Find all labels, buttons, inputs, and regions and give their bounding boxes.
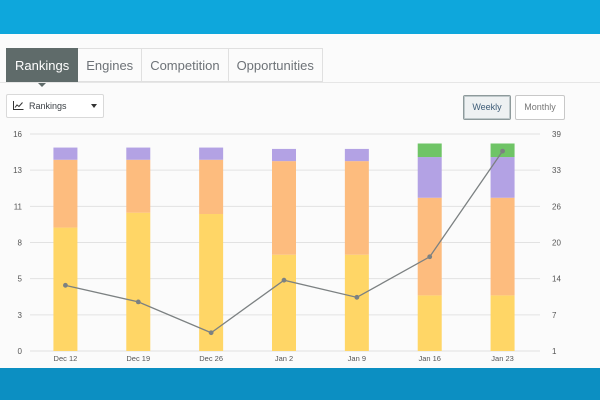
bar-segment (344, 254, 369, 351)
weekly-button[interactable]: Weekly (463, 95, 511, 120)
bar-segment (199, 159, 224, 215)
line-chart-icon (13, 100, 24, 112)
metric-dropdown-label: Rankings (29, 101, 67, 111)
bar-segment (344, 148, 369, 162)
bar-segment (417, 197, 442, 296)
x-axis-tick: Jan 2 (275, 354, 293, 363)
tab-engines[interactable]: Engines (78, 48, 143, 82)
bar-segment (53, 159, 78, 228)
metric-dropdown[interactable]: Rankings (6, 94, 104, 118)
ranking-point (63, 282, 68, 288)
ranking-point (281, 277, 287, 283)
tab-rankings[interactable]: Rankings (6, 48, 79, 87)
bar-segment (199, 147, 224, 160)
bar-segment (126, 212, 151, 351)
tab-bar: Rankings Engines Competition Opportuniti… (6, 48, 323, 87)
left-axis-tick: 8 (18, 239, 23, 248)
tab-competition[interactable]: Competition (142, 48, 229, 82)
bar-segment (53, 147, 78, 160)
right-axis-tick: 33 (552, 166, 561, 175)
ranking-point (354, 294, 360, 300)
bar-segment (126, 159, 151, 213)
bar-segment (272, 254, 296, 351)
tab-opportunities[interactable]: Opportunities (228, 48, 323, 82)
bar-segment (417, 157, 442, 198)
right-axis-tick: 7 (552, 311, 557, 320)
right-axis-tick: 14 (552, 275, 561, 284)
ranking-point (500, 148, 505, 154)
left-axis-tick: 5 (18, 275, 23, 284)
x-axis-tick: Jan 16 (418, 354, 441, 363)
left-axis-tick: 0 (18, 347, 23, 356)
ranking-point (208, 330, 214, 336)
x-axis-tick: Jan 23 (491, 354, 514, 363)
bar-segment (344, 161, 369, 255)
left-axis-tick: 13 (13, 166, 22, 175)
bar-segment (490, 157, 515, 198)
bar-segment (199, 214, 224, 351)
left-axis-tick: 3 (18, 311, 23, 320)
x-axis-tick: Dec 19 (126, 354, 150, 363)
bar-segment (272, 148, 296, 162)
bottom-band (0, 368, 600, 400)
bar-segment (53, 227, 78, 351)
bar-segment (272, 161, 296, 255)
top-band (0, 0, 600, 34)
left-axis-tick: 16 (13, 130, 22, 139)
monthly-button[interactable]: Monthly (515, 95, 565, 120)
bar-segment (126, 147, 151, 160)
right-axis-tick: 26 (552, 202, 561, 211)
right-axis-tick: 20 (552, 239, 561, 248)
right-axis-tick: 1 (552, 347, 557, 356)
x-axis-tick: Dec 12 (54, 354, 78, 363)
bar-segment (490, 295, 515, 351)
tab-divider (0, 82, 600, 83)
x-axis-tick: Dec 26 (199, 354, 223, 363)
ranking-point (135, 299, 141, 305)
bar-segment (417, 143, 442, 158)
x-axis-tick: Jan 9 (348, 354, 366, 363)
ranking-point (427, 254, 433, 260)
right-axis-tick: 39 (552, 130, 561, 139)
left-axis-tick: 11 (14, 202, 23, 211)
bar-segment (417, 295, 442, 351)
chevron-down-icon (91, 104, 97, 108)
bar-segment (490, 197, 515, 296)
